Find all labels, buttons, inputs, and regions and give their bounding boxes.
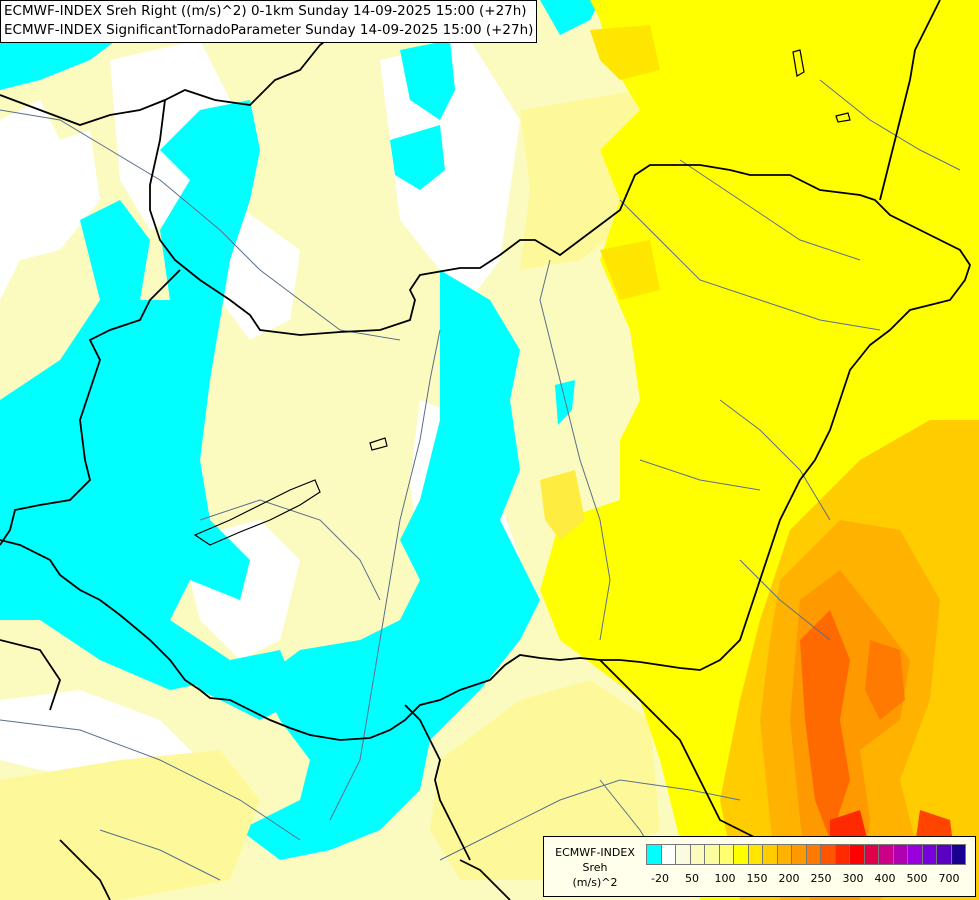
legend-variable: Sreh <box>582 861 608 874</box>
cyan-zone-north <box>400 40 455 120</box>
lake-balaton <box>193 479 321 546</box>
legend-swatch <box>936 844 952 865</box>
white-zone <box>380 40 520 300</box>
legend-swatch <box>863 844 879 865</box>
legend-tick-label: 300 <box>842 872 864 885</box>
legend-swatch <box>747 844 763 865</box>
gold-zone <box>590 25 660 80</box>
lake <box>369 437 388 451</box>
red-orange-zone <box>865 640 905 720</box>
legend-tick-label: -20 <box>651 872 669 885</box>
legend-title: ECMWF-INDEX Sreh (m/s)^2 <box>546 845 644 890</box>
cyan-zone-west <box>0 500 220 690</box>
legend-swatch <box>704 844 720 865</box>
gold-zone <box>600 240 660 300</box>
legend-tick-label: 400 <box>874 872 896 885</box>
legend-swatch <box>762 844 778 865</box>
red-orange-zone <box>800 610 850 840</box>
legend-swatch <box>892 844 908 865</box>
rivers <box>0 79 961 881</box>
light-yellow-zone <box>0 750 260 900</box>
legend-swatch <box>791 844 807 865</box>
cyan-zone-north <box>390 125 445 190</box>
legend-tick-label: 700 <box>938 872 960 885</box>
legend-tick-label: 250 <box>810 872 832 885</box>
legend-tick-label: 50 <box>685 872 699 885</box>
lake <box>835 112 851 123</box>
legend-swatch <box>950 844 966 865</box>
white-zone <box>0 100 100 300</box>
legend-tick-label: 150 <box>746 872 768 885</box>
legend-swatch <box>718 844 734 865</box>
legend-swatch <box>689 844 705 865</box>
legend-swatch <box>776 844 792 865</box>
legend-swatch <box>675 844 691 865</box>
lake <box>792 49 805 77</box>
legend-swatch <box>733 844 749 865</box>
legend-tick-label: 200 <box>778 872 800 885</box>
yellow-zone-inner <box>540 470 585 540</box>
legend-tick-label: 500 <box>906 872 928 885</box>
legend-swatch <box>834 844 850 865</box>
legend-swatch <box>849 844 865 865</box>
legend-swatch <box>921 844 937 865</box>
cyan-zone-small <box>555 380 575 425</box>
legend-ticks: -20 50 100 150 200 250 300 400 500 700 <box>646 872 976 888</box>
light-yellow-zone <box>430 680 660 880</box>
legend-swatch <box>660 844 676 865</box>
cyan-zone-north <box>540 0 600 35</box>
color-legend: ECMWF-INDEX Sreh (m/s)^2 -20 50 100 150 200 2… <box>543 836 976 897</box>
map-title-line-1: ECMWF-INDEX Sreh Right ((m/s)^2) 0-1km S… <box>4 3 527 19</box>
legend-swatch <box>646 844 662 865</box>
map-title-line-2: ECMWF-INDEX SignificantTornadoParameter … <box>4 22 534 38</box>
legend-swatch <box>820 844 836 865</box>
legend-swatch <box>805 844 821 865</box>
legend-unit: (m/s)^2 <box>572 876 618 889</box>
map-title-box: ECMWF-INDEX Sreh Right ((m/s)^2) 0-1km S… <box>0 0 538 43</box>
legend-tick-label: 100 <box>714 872 736 885</box>
legend-swatches <box>646 844 966 865</box>
legend-swatch <box>907 844 923 865</box>
legend-swatch <box>878 844 894 865</box>
cyan-zone-center <box>240 270 540 860</box>
legend-source: ECMWF-INDEX <box>555 846 635 859</box>
